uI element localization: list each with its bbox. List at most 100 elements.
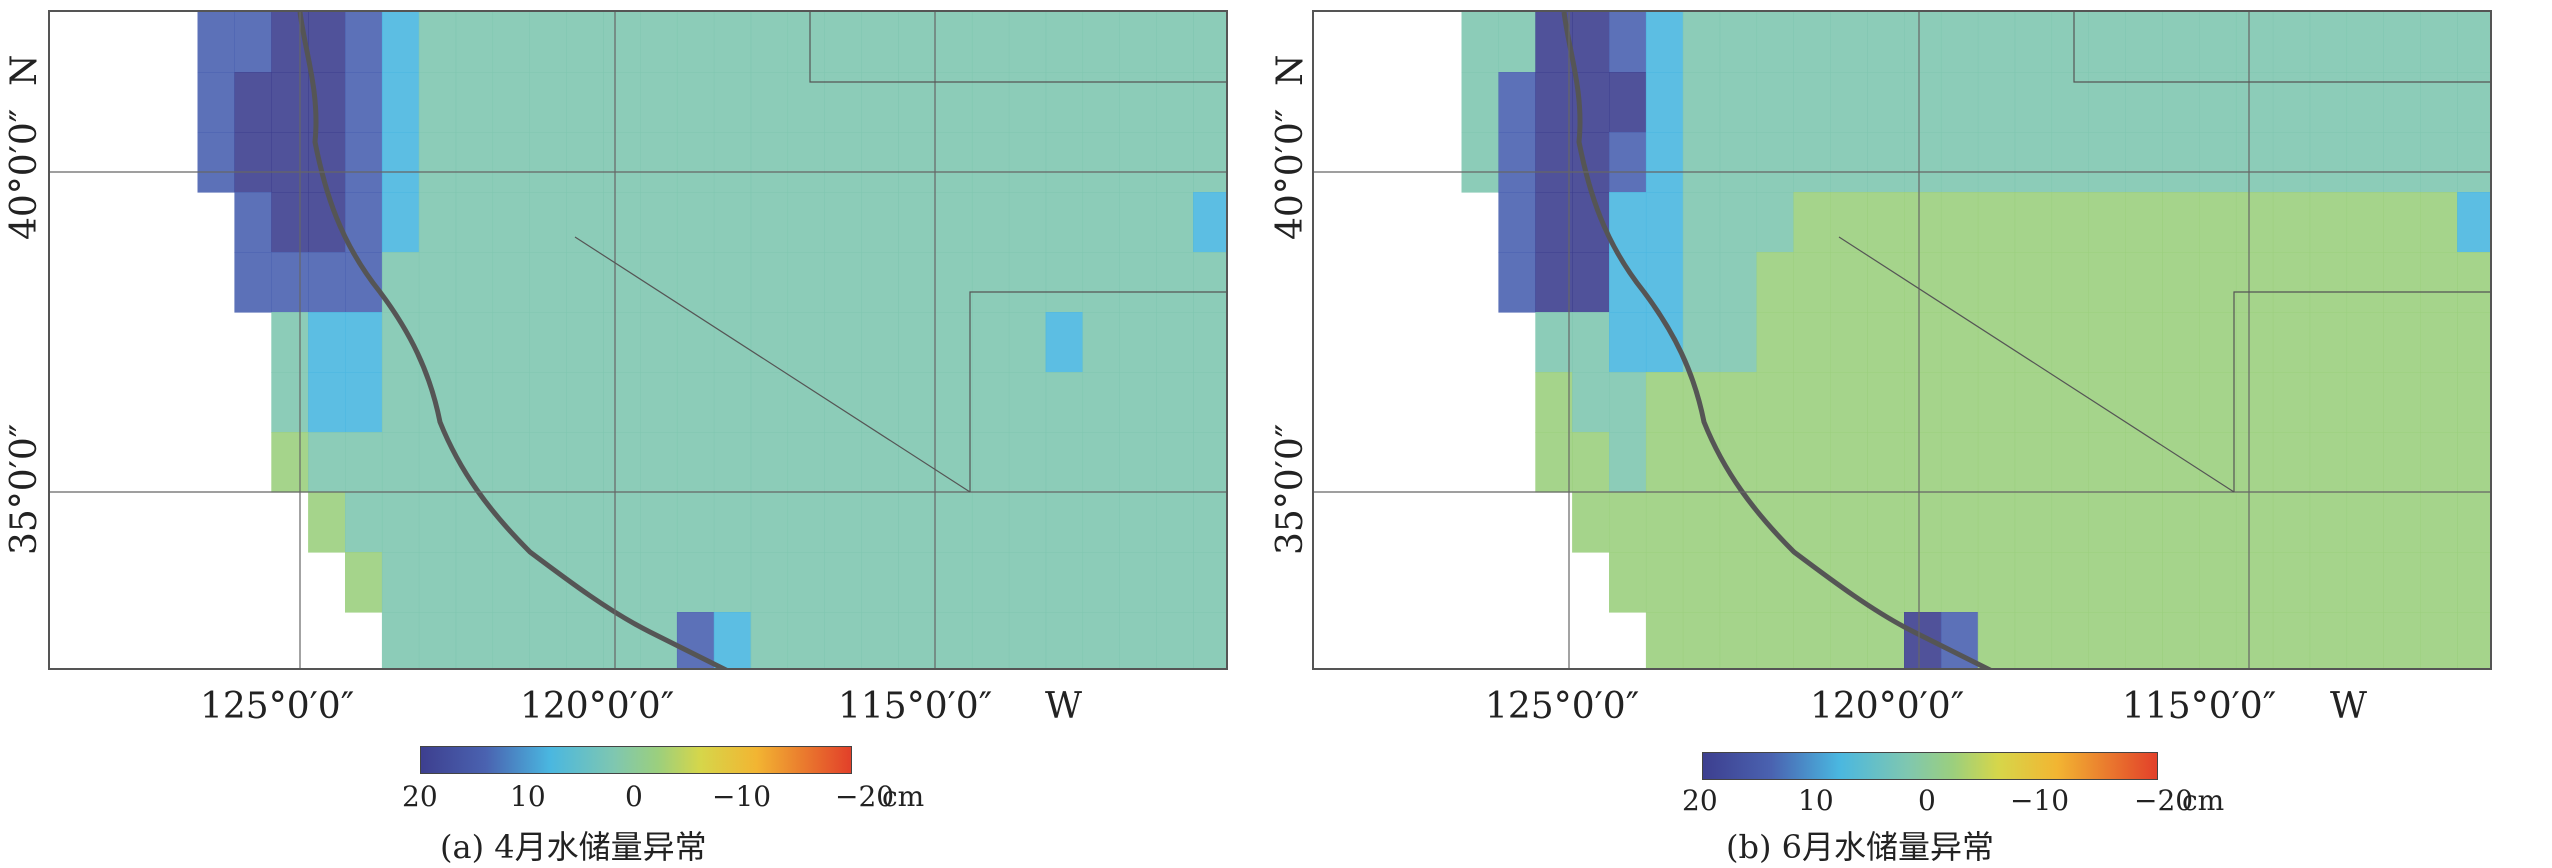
anomaly-cell	[1193, 432, 1226, 493]
anomaly-cell	[2162, 372, 2200, 433]
anomaly-cell	[529, 372, 567, 433]
anomaly-cell	[640, 552, 678, 613]
anomaly-cell	[566, 492, 604, 553]
anomaly-cell	[971, 192, 1010, 253]
anomaly-cell	[676, 432, 715, 493]
anomaly-cell	[2383, 552, 2421, 613]
anomaly-cell	[455, 72, 494, 133]
anomaly-cell	[2346, 12, 2384, 73]
anomaly-cell	[381, 372, 420, 433]
anomaly-cell	[455, 192, 494, 253]
anomaly-cell	[898, 432, 936, 493]
anomaly-cell	[2051, 432, 2089, 493]
anomaly-cell	[1682, 252, 1721, 313]
anomaly-cell	[234, 12, 272, 73]
anomaly-cell	[713, 312, 752, 373]
anomaly-cell	[2051, 552, 2089, 613]
anomaly-cell	[1119, 552, 1157, 613]
anomaly-cell	[418, 132, 457, 193]
anomaly-cell	[1977, 252, 2016, 313]
anomaly-cell	[1940, 132, 1979, 193]
anomaly-cell	[1940, 12, 1979, 73]
anomaly-cell	[1119, 252, 1157, 313]
anomaly-cell	[566, 252, 604, 313]
anomaly-cell	[713, 252, 752, 313]
anomaly-cell	[2383, 492, 2421, 553]
anomaly-cell	[1461, 72, 1499, 133]
anomaly-cell	[2235, 192, 2274, 253]
anomaly-cell	[1940, 552, 1979, 613]
anomaly-cell	[1645, 552, 1684, 613]
anomaly-cell	[1793, 372, 1831, 433]
anomaly-cell	[1609, 192, 1647, 253]
anomaly-cell	[2309, 432, 2348, 493]
anomaly-cell	[529, 192, 567, 253]
anomaly-cell	[1609, 252, 1647, 313]
anomaly-cell	[1940, 372, 1979, 433]
anomaly-cell	[1498, 252, 1536, 313]
anomaly-cell	[1756, 252, 1794, 313]
anomaly-cell	[2199, 192, 2237, 253]
anomaly-cell	[2383, 432, 2421, 493]
anomaly-cell	[824, 72, 862, 133]
anomaly-cell	[2272, 192, 2311, 253]
anomaly-cell	[1977, 612, 2016, 668]
anomaly-cell	[1609, 432, 1647, 493]
anomaly-cell	[2014, 612, 2053, 668]
anomaly-cell	[861, 132, 899, 193]
anomaly-cell	[1682, 552, 1721, 613]
anomaly-cell	[861, 312, 899, 373]
anomaly-cell	[529, 552, 567, 613]
anomaly-cell	[418, 492, 457, 553]
anomaly-cell	[935, 432, 973, 493]
anomaly-cell	[2272, 312, 2311, 373]
anomaly-cell	[492, 372, 530, 433]
anomaly-cell	[2051, 132, 2089, 193]
anomaly-cell	[1498, 192, 1536, 253]
anomaly-cell	[2309, 552, 2348, 613]
anomaly-cell	[2014, 372, 2053, 433]
anomaly-cell	[345, 552, 383, 613]
anomaly-cell	[345, 132, 383, 193]
anomaly-cell	[1045, 72, 1084, 133]
anomaly-cell	[1719, 132, 1758, 193]
lat-label-35: 35°0′0″	[1270, 423, 1311, 555]
anomaly-cell	[1940, 72, 1979, 133]
anomaly-cell	[2125, 132, 2163, 193]
anomaly-cell	[2014, 132, 2053, 193]
anomaly-cell	[2420, 72, 2458, 133]
anomaly-cell	[492, 12, 530, 73]
anomaly-cell	[1793, 192, 1831, 253]
anomaly-cell	[345, 432, 383, 493]
anomaly-cell	[971, 252, 1010, 313]
anomaly-cell	[1045, 552, 1084, 613]
anomaly-cell	[1719, 612, 1758, 668]
anomaly-cell	[676, 312, 715, 373]
anomaly-cell	[787, 372, 825, 433]
anomaly-cell	[455, 312, 494, 373]
anomaly-cell	[1977, 132, 2016, 193]
anomaly-cell	[1193, 252, 1226, 313]
anomaly-cell	[1045, 132, 1084, 193]
anomaly-cell	[1867, 132, 1905, 193]
anomaly-cell	[1535, 132, 1573, 193]
anomaly-cell	[492, 312, 530, 373]
anomaly-cell	[1756, 432, 1794, 493]
anomaly-cell	[1645, 372, 1684, 433]
anomaly-cell	[308, 432, 346, 493]
anomaly-cell	[1793, 72, 1831, 133]
anomaly-cell	[1082, 612, 1120, 668]
anomaly-cell	[1498, 132, 1536, 193]
anomaly-cell	[861, 552, 899, 613]
anomaly-cell	[1682, 312, 1721, 373]
anomaly-cell	[713, 372, 752, 433]
map-grid-b	[1314, 12, 2490, 668]
anomaly-cell	[492, 192, 530, 253]
anomaly-cell	[1756, 12, 1794, 73]
anomaly-cell	[750, 252, 789, 313]
anomaly-cell	[787, 492, 825, 553]
anomaly-cell	[713, 612, 752, 668]
anomaly-cell	[2457, 612, 2490, 668]
anomaly-cell	[455, 552, 494, 613]
anomaly-cell	[1082, 552, 1120, 613]
